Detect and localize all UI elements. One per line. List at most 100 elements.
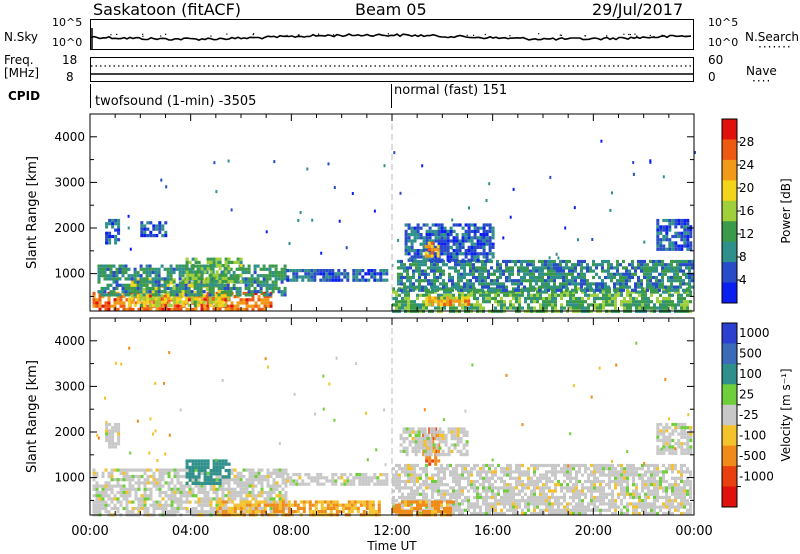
velocity-cell [515,470,518,474]
power-cell [133,284,137,288]
power-cell [248,298,252,302]
velocity-cell [554,502,557,506]
power-cell [146,227,150,231]
velocity-cell [542,489,545,493]
power-cell [544,288,547,292]
velocity-cell [191,469,195,473]
power-speck [311,218,314,222]
power-cell [680,231,684,235]
power-cell [637,275,640,280]
power-cell [200,298,204,302]
power-cell [460,279,463,283]
power-cell [556,285,559,289]
power-cell [449,258,453,262]
velocity-cell [509,492,512,496]
velocity-cell [385,476,389,480]
freq-trace [91,65,693,75]
velocity-cell [143,494,147,498]
velocity-cell [437,492,440,496]
power-cell [656,225,660,229]
power-cell [157,286,161,291]
velocity-cell [413,479,416,484]
velocity-cell [218,462,222,466]
power-cell [493,272,496,276]
power-cell [458,249,462,253]
velocity-cell [143,506,147,511]
velocity-cell [446,489,449,493]
power-cell [169,303,173,307]
velocity-cell [98,510,102,514]
power-cell [169,277,173,281]
power-cell [185,273,189,277]
power-cell [433,269,436,273]
velocity-cell [224,462,228,466]
velocity-cell [485,492,488,496]
power-cell [145,283,149,287]
power-cell [559,269,562,273]
velocity-cell [464,476,467,480]
power-cell [593,306,596,310]
velocity-cell [158,490,162,495]
velocity-cell [242,510,246,514]
velocity-cell [497,499,500,503]
power-cell [286,269,290,273]
power-cell [470,303,473,307]
power-cell [157,280,161,284]
power-cell [449,255,453,259]
power-cell [673,272,676,276]
power-cell [641,300,644,304]
power-cell [194,273,198,277]
velocity-cell [206,503,210,507]
power-cell [431,287,434,291]
power-cell [644,293,647,297]
power-ytick-label: 1000 [54,267,85,281]
velocity-cell [218,469,222,473]
velocity-cell [140,500,144,504]
power-cell [655,285,658,289]
power-cell [586,285,589,289]
power-cell [178,297,182,301]
power-cell [682,272,685,276]
power-cell [676,275,679,280]
power-cell [526,266,529,270]
power-cell [407,287,410,291]
power-cell [464,236,468,240]
velocity-cell [128,484,132,488]
velocity-cell [272,510,276,514]
velocity-cell [440,467,443,471]
power-cell [259,280,263,284]
power-cell [532,266,535,270]
velocity-cell [536,476,539,480]
velocity-cell [125,471,129,475]
power-cell [148,278,152,282]
power-cell [667,269,670,273]
velocity-cell [563,505,566,509]
power-cell [440,296,444,300]
power-cell [464,255,468,259]
velocity-cell [473,511,476,516]
power-cell [431,290,434,294]
power-cell [193,300,197,304]
velocity-cell [377,506,381,510]
power-cell [601,279,604,283]
power-cell [114,222,118,226]
velocity-cell [278,503,282,507]
power-cell [676,263,679,267]
power-cell [631,266,634,270]
power-cell [427,241,431,245]
velocity-cell [131,510,135,514]
velocity-cell [467,499,470,503]
power-cell [499,288,502,292]
velocity-cell [230,494,234,498]
velocity-cell [530,495,533,500]
velocity-cell [245,468,249,472]
power-cell [689,247,693,251]
power-cell [443,229,447,233]
power-cell [145,286,149,291]
velocity-cell [206,497,210,501]
power-cell [196,264,200,268]
power-cell [470,293,473,297]
power-cell [592,275,595,280]
velocity-cell [227,487,231,491]
power-cell [407,239,411,243]
